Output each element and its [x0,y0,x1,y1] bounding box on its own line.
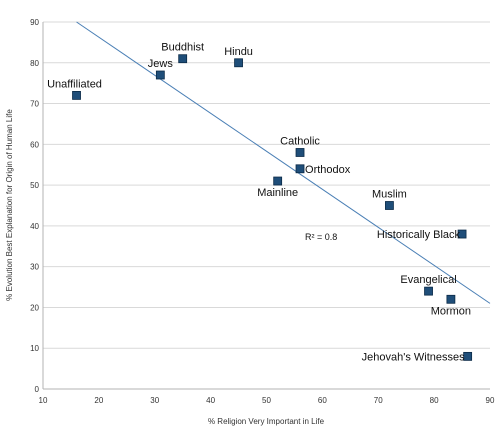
axes [42,22,490,390]
point-label: Buddhist [161,42,204,54]
data-point [72,91,81,100]
point-label: Evangelical [400,274,456,286]
x-tick-label: 70 [374,396,383,405]
data-point [446,294,456,304]
r-squared-annotation: R² = 0.8 [305,232,337,242]
point-label: Unaffiliated [47,78,102,90]
point-label: Muslim [372,189,407,201]
y-tick-label: 50 [30,181,39,190]
point-label: Historically Black [377,229,461,241]
x-tick-label: 40 [206,396,215,405]
point-labels: Unaffiliated Jews Buddhist Hindu Catholic Ort… [47,42,471,364]
x-axis-title: % Religion Very Important in Life [208,417,325,426]
x-tick-label: 30 [150,396,159,405]
y-axis-title: % Evolution Best Explanation for Origin … [5,109,14,301]
data-point [155,70,165,80]
y-tick-label: 80 [30,59,39,68]
data-point [273,176,283,186]
x-tick-label: 60 [318,396,327,405]
data-point [385,201,394,210]
y-tick-label: 10 [30,344,39,353]
point-label: Hindu [224,46,253,58]
point-label: Catholic [280,135,320,147]
y-tick-label: 40 [30,222,39,231]
x-tick-label: 20 [94,396,103,405]
y-tick-label: 0 [35,385,40,394]
point-label: Mainline [257,187,298,199]
point-label: Jews [148,58,174,70]
data-point [178,54,188,64]
data-point [234,58,243,68]
x-tick-label: 90 [486,396,495,405]
y-tick-label: 20 [30,303,39,312]
y-tick-labels: 0 10 20 30 40 50 60 70 80 90 [30,18,39,394]
x-tick-label: 50 [262,396,271,405]
data-point [457,229,467,239]
trendline [76,21,491,304]
y-tick-label: 70 [30,100,39,109]
point-label: Orthodox [305,164,351,176]
data-point [424,286,433,296]
data-point [295,164,305,174]
gridlines [43,21,490,349]
x-tick-label: 10 [39,396,48,405]
y-tick-label: 60 [30,140,39,149]
data-points [72,54,473,361]
y-tick-label: 90 [30,18,39,27]
data-point [463,351,473,361]
x-tick-labels: 10 20 30 40 50 60 70 80 90 [39,396,495,405]
x-tick-label: 80 [430,396,439,405]
y-tick-label: 30 [30,263,39,272]
data-point [295,148,305,157]
point-label: Mormon [431,305,471,317]
point-label: Jehovah's Witnesses [362,351,465,363]
